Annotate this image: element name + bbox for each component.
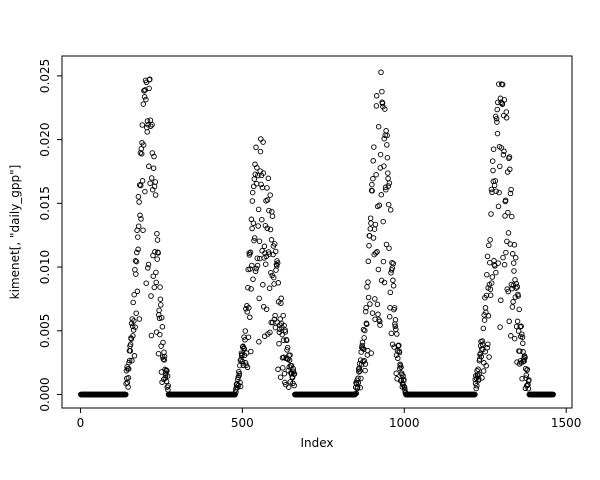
x-tick-label: 1500 bbox=[551, 416, 582, 430]
y-tick-label: 0.005 bbox=[38, 314, 52, 348]
y-axis-title: kimenet[, "daily_gpp"] bbox=[8, 165, 22, 300]
y-tick-label: 0.025 bbox=[38, 59, 52, 93]
y-axis: 0.000 0.005 0.010 0.015 0.020 0.025 bbox=[38, 59, 62, 412]
x-tick-label: 500 bbox=[231, 416, 254, 430]
x-tick-label: 0 bbox=[77, 416, 85, 430]
y-tick-label: 0.000 bbox=[38, 377, 52, 411]
y-tick-label: 0.015 bbox=[38, 186, 52, 220]
y-tick-label: 0.020 bbox=[38, 122, 52, 156]
plot-box bbox=[61, 55, 573, 409]
y-tick-label: 0.010 bbox=[38, 250, 52, 284]
x-tick-label: 1000 bbox=[389, 416, 420, 430]
data-points bbox=[78, 69, 556, 398]
x-axis: 0 500 1000 1500 bbox=[77, 408, 582, 430]
x-axis-title: Index bbox=[300, 436, 333, 450]
